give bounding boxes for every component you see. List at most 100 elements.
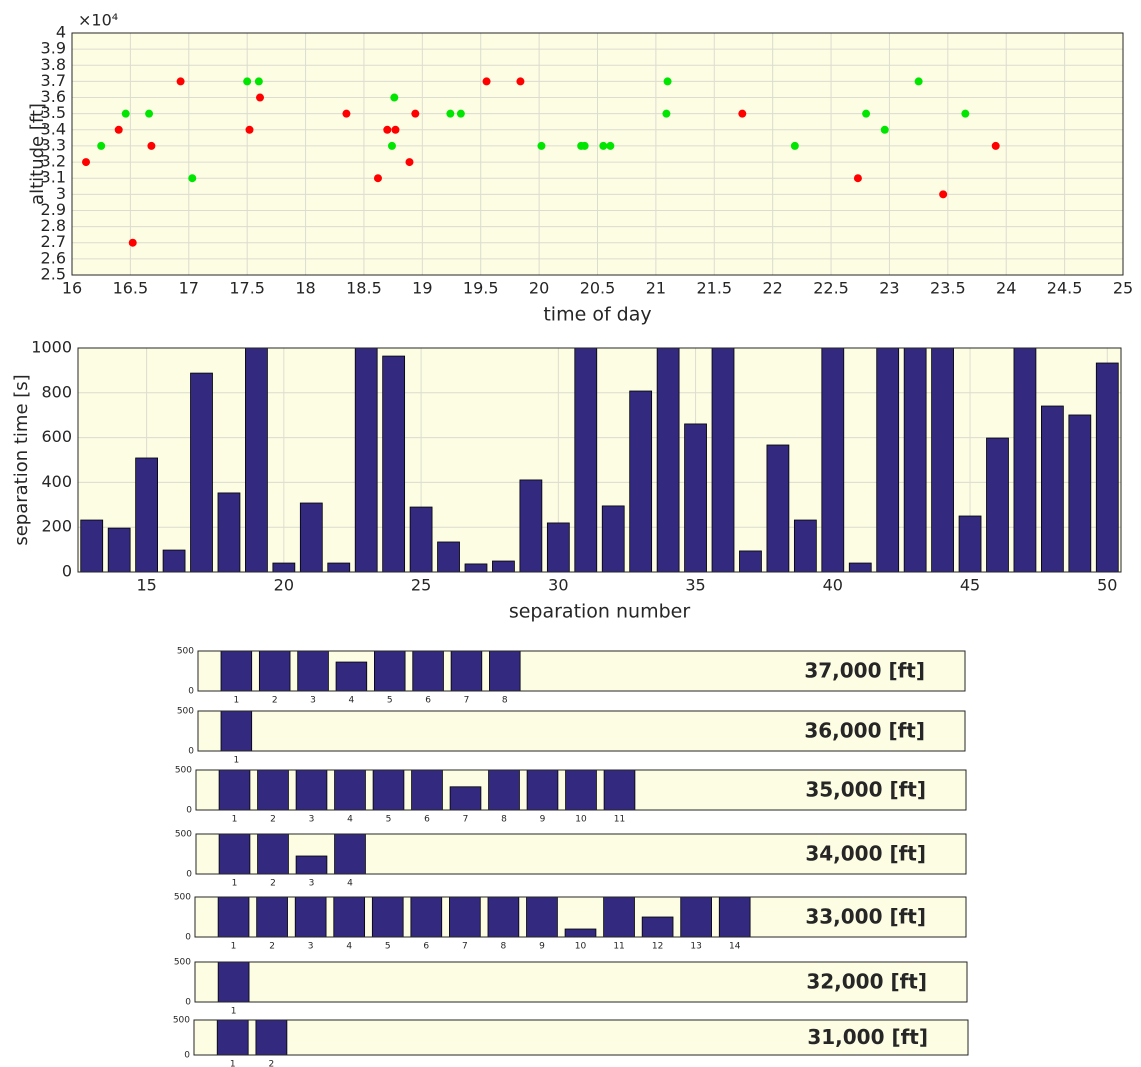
x-axis-label: time of day (543, 304, 651, 326)
x-tick-label: 15 (136, 576, 156, 595)
point (411, 109, 420, 118)
x-tick-label: 11 (614, 815, 625, 825)
y-tick-label: 500 (175, 830, 192, 840)
bar (371, 896, 404, 938)
bar (492, 560, 515, 573)
bar (334, 769, 366, 811)
bar (718, 896, 751, 938)
x-tick-label: 23 (879, 279, 899, 298)
bar (412, 650, 444, 692)
plot-area (195, 962, 967, 1002)
bar (410, 896, 443, 938)
bar (333, 896, 366, 938)
bar (464, 563, 488, 573)
x-tick-label: 22.5 (813, 279, 849, 298)
y-tick-label: 500 (175, 766, 192, 776)
point (405, 158, 414, 167)
point (121, 109, 130, 118)
x-tick-label: 20.5 (580, 279, 616, 298)
bar (135, 457, 158, 573)
y-tick-label: 4 (56, 23, 66, 42)
y-tick-label: 2.5 (41, 265, 66, 284)
bar (218, 833, 251, 875)
y-tick-label: 500 (174, 893, 191, 903)
x-tick-label: 8 (502, 696, 508, 706)
x-tick-label: 14 (729, 942, 741, 952)
point (114, 125, 123, 134)
bar (958, 515, 982, 573)
x-tick-label: 4 (349, 696, 355, 706)
point (516, 77, 525, 86)
bar (487, 896, 520, 938)
bar (903, 347, 927, 573)
point (662, 109, 671, 118)
x-tick-label: 3 (309, 879, 315, 889)
point (853, 174, 862, 183)
bar (526, 769, 559, 811)
point (387, 141, 396, 150)
point (914, 77, 923, 86)
x-tick-label: 4 (347, 879, 353, 889)
point (342, 109, 351, 118)
y-tick-label: 3.5 (41, 103, 66, 122)
point (599, 141, 608, 150)
point (580, 141, 589, 150)
bar (257, 833, 289, 875)
x-tick-label: 35 (685, 576, 705, 595)
y-tick-label: 3.9 (41, 39, 66, 58)
x-tick-label: 11 (613, 942, 624, 952)
bar (519, 479, 543, 573)
bar (294, 896, 327, 938)
point (373, 174, 382, 183)
bar (297, 650, 329, 692)
point (82, 158, 91, 167)
bar (299, 502, 323, 573)
x-tick-label: 7 (464, 696, 470, 706)
altitude-label: 35,000 [ft] (805, 778, 926, 802)
plot-area (198, 711, 965, 751)
x-tick-label: 2 (270, 815, 276, 825)
point (243, 77, 252, 86)
bar (220, 710, 253, 752)
x-tick-label: 24.5 (1047, 279, 1083, 298)
bar (574, 347, 598, 573)
bar (488, 769, 520, 811)
bar (680, 896, 712, 938)
y-tick-label: 0 (186, 806, 192, 816)
bar (411, 769, 443, 811)
y-tick-label: 3.3 (41, 135, 66, 154)
x-tick-label: 5 (385, 942, 391, 952)
x-tick-label: 24 (996, 279, 1016, 298)
bar (258, 650, 291, 692)
bar (1013, 347, 1037, 573)
bar (220, 650, 253, 692)
point (245, 125, 254, 134)
point (862, 109, 871, 118)
bar (565, 769, 597, 811)
bar (449, 896, 481, 938)
y-tick-label: 500 (177, 707, 194, 717)
y-tick-label: 3.4 (41, 119, 66, 138)
bar (603, 769, 636, 811)
x-tick-label: 4 (347, 815, 353, 825)
y-tick-label: 3.8 (41, 55, 66, 74)
point (446, 109, 455, 118)
y-tick-label: 0 (188, 687, 194, 697)
bar (986, 437, 1009, 573)
x-tick-label: 7 (463, 815, 469, 825)
point (254, 77, 263, 86)
bar (255, 1019, 288, 1056)
bar (217, 896, 250, 938)
bar (1068, 414, 1092, 573)
bar (382, 355, 406, 573)
plot-border (197, 710, 966, 752)
bar (217, 961, 250, 1003)
altitude-label: 34,000 [ft] (805, 842, 926, 866)
y-tick-label: 0 (62, 562, 72, 581)
y-tick-label: 500 (174, 958, 191, 968)
point (961, 109, 970, 118)
y-tick-label: 500 (177, 647, 194, 657)
x-tick-label: 16 (62, 279, 82, 298)
x-tick-label: 1 (231, 1007, 237, 1017)
y-tick-label: 2.8 (41, 216, 66, 235)
